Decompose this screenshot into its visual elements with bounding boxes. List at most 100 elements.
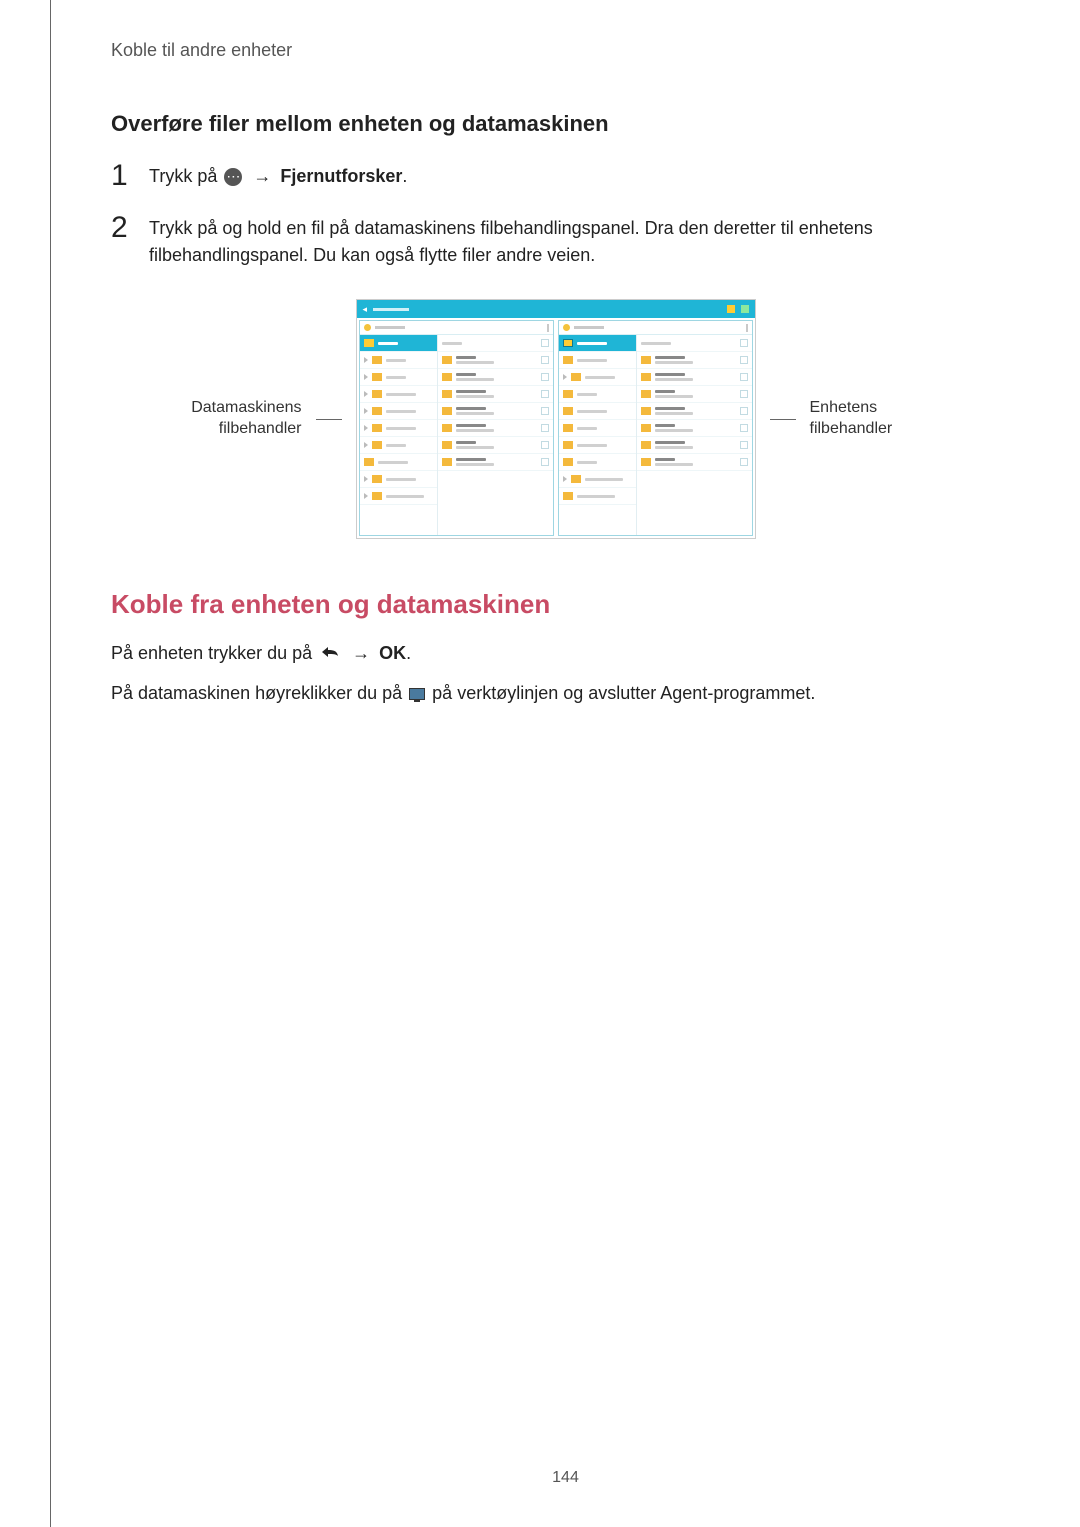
- tree-row: [559, 471, 636, 488]
- tree-row: [360, 386, 437, 403]
- tree-label: [378, 461, 408, 464]
- tree-label: [577, 461, 597, 464]
- disconnect-line-2: På datamaskinen høyreklikker du på på ve…: [111, 678, 1000, 709]
- pane-head-label: [574, 326, 604, 329]
- line1-bold: OK: [379, 643, 406, 663]
- right-label-b: filbehandler: [810, 420, 893, 437]
- file-meta: [655, 446, 693, 449]
- back-arrow-icon: ◂: [363, 306, 369, 312]
- file-meta: [655, 378, 693, 381]
- arrow-icon: →: [352, 643, 370, 663]
- tree-label: [577, 410, 607, 413]
- file-meta: [456, 446, 494, 449]
- left-label-a: Datamaskinens: [191, 399, 301, 416]
- pane-head-menu-icon: [547, 324, 549, 332]
- folder-icon: [442, 441, 452, 449]
- tree-row: [559, 454, 636, 471]
- checkbox-icon: [541, 339, 549, 347]
- list-row: [438, 386, 553, 403]
- step-number: 2: [111, 213, 149, 243]
- file-meta: [655, 429, 693, 432]
- expand-icon: [563, 374, 567, 380]
- folder-icon: [571, 475, 581, 483]
- pane-head-menu-icon: [746, 324, 748, 332]
- list-row: [438, 420, 553, 437]
- list-row: [438, 437, 553, 454]
- checkbox-icon: [541, 373, 549, 381]
- folder-icon: [372, 424, 382, 432]
- folder-icon: [442, 373, 452, 381]
- col-label: [641, 342, 671, 345]
- topbar-title: [373, 308, 409, 311]
- folder-icon: [563, 492, 573, 500]
- tree-row: [360, 369, 437, 386]
- list-row: [438, 369, 553, 386]
- list-row: [438, 454, 553, 471]
- tree-row: [360, 488, 437, 505]
- expand-icon: [364, 391, 368, 397]
- step1-bold: Fjernutforsker: [280, 166, 402, 186]
- tree-row: [559, 386, 636, 403]
- list-row: [637, 403, 752, 420]
- tree-label: [386, 376, 406, 379]
- file-manager-diagram: Datamaskinens filbehandler ◂: [111, 299, 1000, 539]
- col-label: [442, 342, 462, 345]
- tree-row: [360, 352, 437, 369]
- tree-row: [360, 437, 437, 454]
- page-number: 144: [552, 1469, 579, 1487]
- tree-label: [577, 393, 597, 396]
- folder-icon: [563, 458, 573, 466]
- tree-label: [585, 478, 623, 481]
- checkbox-icon: [740, 356, 748, 364]
- file-meta: [655, 463, 693, 466]
- screenshot-mock: ◂: [356, 299, 756, 539]
- file-name: [655, 424, 675, 427]
- tree-label: [577, 427, 597, 430]
- checkbox-icon: [740, 424, 748, 432]
- step-number: 1: [111, 161, 149, 191]
- connector-line-right: [770, 419, 796, 420]
- file-name: [456, 356, 476, 359]
- folder-icon: [442, 356, 452, 364]
- checkbox-icon: [740, 390, 748, 398]
- expand-icon: [563, 476, 567, 482]
- file-meta: [456, 378, 494, 381]
- file-name: [655, 441, 685, 444]
- file-meta: [655, 361, 693, 364]
- tree-label: [386, 427, 416, 430]
- file-name: [456, 441, 476, 444]
- tree-row: [360, 454, 437, 471]
- tree-label: [386, 444, 406, 447]
- checkbox-icon: [541, 441, 549, 449]
- step1-pre: Trykk på: [149, 166, 222, 186]
- checkbox-icon: [740, 458, 748, 466]
- section-heading: Koble fra enheten og datamaskinen: [111, 589, 1000, 620]
- folder-icon: [563, 390, 573, 398]
- list-row: [637, 454, 752, 471]
- checkbox-icon: [740, 339, 748, 347]
- file-meta: [456, 463, 494, 466]
- line1-pre: På enheten trykker du på: [111, 643, 317, 663]
- expand-icon: [364, 476, 368, 482]
- list-row: [438, 352, 553, 369]
- list-row: [637, 420, 752, 437]
- tree-row: [559, 437, 636, 454]
- step-text: Trykk på og hold en fil på datamaskinens…: [149, 213, 1000, 269]
- file-meta: [655, 412, 693, 415]
- file-name: [655, 407, 685, 410]
- folder-icon: [641, 458, 651, 466]
- step-2: 2 Trykk på og hold en fil på datamaskine…: [111, 213, 1000, 269]
- folder-icon: [563, 441, 573, 449]
- computer-list: [438, 335, 553, 535]
- computer-pane: [359, 320, 554, 536]
- step-text: Trykk på → Fjernutforsker.: [149, 161, 407, 190]
- file-meta: [456, 429, 494, 432]
- file-name: [456, 407, 486, 410]
- folder-icon: [442, 407, 452, 415]
- folder-icon: [641, 373, 651, 381]
- file-name: [655, 356, 685, 359]
- line2-post: på verktøylinjen og avslutter Agent-prog…: [432, 683, 815, 703]
- pane-head-icon: [364, 324, 371, 331]
- folder-icon: [372, 475, 382, 483]
- tree-label: [378, 342, 398, 345]
